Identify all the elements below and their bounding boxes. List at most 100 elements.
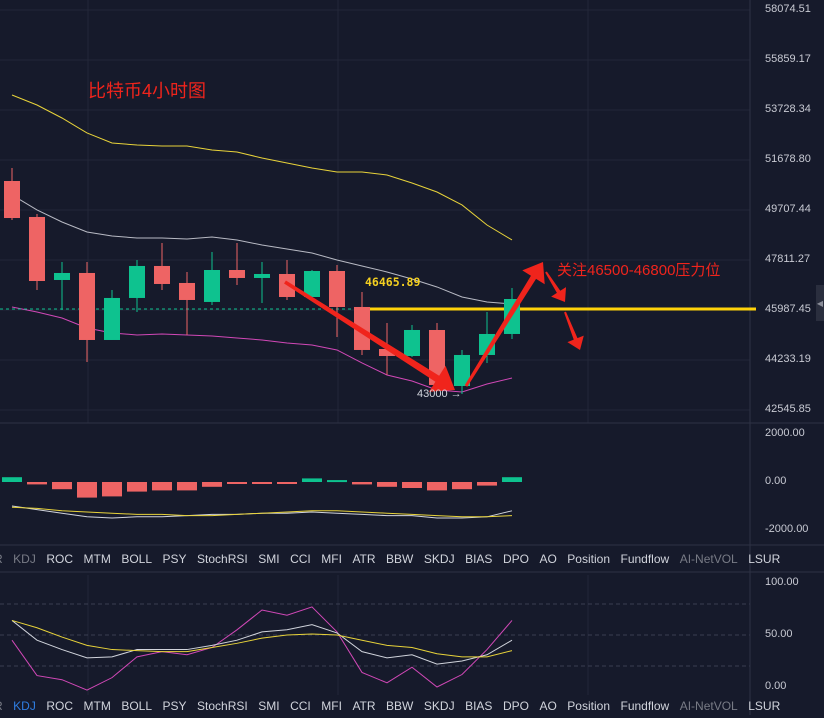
resistance-annotation: 关注46500-46800压力位 bbox=[557, 262, 721, 279]
candle-body bbox=[304, 271, 320, 297]
tab-kdj[interactable]: KDJ bbox=[13, 552, 36, 566]
tab-mfi[interactable]: MFI bbox=[321, 552, 342, 566]
tab-position[interactable]: Position bbox=[567, 552, 610, 566]
osc-histogram-bar bbox=[377, 482, 397, 487]
osc-axis-label: -2000.00 bbox=[765, 523, 809, 535]
boll-lower-line bbox=[11, 306, 513, 393]
tab-ao[interactable]: AO bbox=[539, 699, 557, 713]
tab-fundflow[interactable]: Fundflow bbox=[620, 552, 670, 566]
pullback-arrow bbox=[564, 311, 584, 350]
osc-histogram-bar bbox=[52, 482, 72, 490]
tab-psy[interactable]: PSY bbox=[162, 552, 187, 566]
tab-mtm[interactable]: MTM bbox=[83, 552, 111, 566]
tab-roc[interactable]: ROC bbox=[46, 699, 74, 713]
tab-skdj[interactable]: SKDJ bbox=[423, 699, 455, 713]
tab-atr[interactable]: ATR bbox=[352, 699, 376, 713]
candle-body bbox=[279, 273, 295, 297]
tab-r[interactable]: R bbox=[0, 552, 3, 566]
tab-dpo[interactable]: DPO bbox=[502, 552, 529, 566]
osc-histogram-bar bbox=[27, 482, 47, 485]
tab-ai-netvol[interactable]: AI-NetVOL bbox=[679, 699, 738, 713]
tab-bbw[interactable]: BBW bbox=[386, 552, 414, 566]
osc-histogram-bar bbox=[102, 482, 122, 497]
osc-axis-label: 2000.00 bbox=[765, 427, 805, 439]
tab-ao[interactable]: AO bbox=[539, 552, 557, 566]
tab-mfi[interactable]: MFI bbox=[321, 699, 342, 713]
osc-histogram-bar bbox=[502, 477, 522, 482]
resistance-price-label: 46465.89 bbox=[365, 275, 421, 289]
osc-histogram-bar bbox=[2, 477, 22, 482]
tab-lsur[interactable]: LSUR bbox=[748, 699, 781, 713]
price-axis-label: 49707.44 bbox=[765, 203, 811, 215]
candle-body bbox=[4, 181, 20, 219]
tab-roc[interactable]: ROC bbox=[46, 552, 74, 566]
down-trend-arrow bbox=[284, 280, 455, 392]
tab-bbw[interactable]: BBW bbox=[386, 699, 414, 713]
price-axis-label: 51678.80 bbox=[765, 153, 811, 165]
candle-body bbox=[79, 272, 95, 340]
osc-histogram-bar bbox=[152, 482, 172, 491]
tab-lsur[interactable]: LSUR bbox=[748, 552, 781, 566]
candle-body bbox=[229, 269, 245, 278]
price-axis-label: 55859.17 bbox=[765, 53, 811, 65]
tab-stochrsi[interactable]: StochRSI bbox=[197, 552, 248, 566]
price-axis-label: 53728.34 bbox=[765, 103, 811, 115]
tab-stochrsi[interactable]: StochRSI bbox=[197, 699, 248, 713]
osc-histogram-bar bbox=[452, 482, 472, 490]
osc-axis-label: 0.00 bbox=[765, 475, 787, 487]
tab-boll[interactable]: BOLL bbox=[121, 699, 153, 713]
kdj-axis-label: 100.00 bbox=[765, 576, 799, 588]
pullback-arrow bbox=[545, 271, 567, 302]
kdj-d-line bbox=[11, 619, 513, 658]
osc-histogram-bar bbox=[302, 478, 322, 482]
candle-body bbox=[254, 273, 270, 278]
tab-mtm[interactable]: MTM bbox=[83, 699, 111, 713]
candle-body bbox=[329, 271, 345, 307]
candle-body bbox=[379, 348, 395, 357]
candle-body bbox=[204, 269, 220, 302]
boll-mid-line bbox=[11, 194, 513, 305]
osc-histogram-bar bbox=[77, 482, 97, 498]
tab-boll[interactable]: BOLL bbox=[121, 552, 153, 566]
kdj-k-line bbox=[11, 620, 513, 665]
kdj-axis-label: 50.00 bbox=[765, 628, 793, 640]
tab-bias[interactable]: BIAS bbox=[465, 552, 493, 566]
candle-body bbox=[104, 297, 120, 340]
low-price-label: 43000 → bbox=[417, 388, 462, 400]
candle-body bbox=[404, 329, 420, 357]
candle-body bbox=[29, 216, 45, 281]
tab-fundflow[interactable]: Fundflow bbox=[620, 699, 670, 713]
candle-body bbox=[454, 354, 470, 386]
candle-body bbox=[179, 282, 195, 300]
tab-cci[interactable]: CCI bbox=[290, 699, 311, 713]
tab-cci[interactable]: CCI bbox=[290, 552, 311, 566]
tab-smi[interactable]: SMI bbox=[258, 699, 280, 713]
tab-ai-netvol[interactable]: AI-NetVOL bbox=[679, 552, 738, 566]
osc-histogram-bar bbox=[277, 482, 297, 484]
candle-body bbox=[54, 272, 70, 280]
osc-histogram-bar bbox=[127, 482, 147, 492]
up-move-arrow bbox=[464, 262, 545, 387]
tab-skdj[interactable]: SKDJ bbox=[423, 552, 455, 566]
indicator-tabs: R KDJ ROC MTM BOLL PSY StochRSI SMI CCI MFI ATR BBW… bbox=[0, 547, 780, 571]
tab-kdj[interactable]: KDJ bbox=[13, 699, 36, 713]
osc-histogram-bar bbox=[427, 482, 447, 491]
boll-upper-line bbox=[11, 94, 513, 241]
osc-histogram-bar bbox=[227, 482, 247, 484]
osc-histogram-bar bbox=[202, 482, 222, 487]
kdj-axis-label: 0.00 bbox=[765, 680, 787, 692]
candle-body bbox=[154, 265, 170, 284]
osc-histogram-bar bbox=[177, 482, 197, 491]
price-axis-label: 47811.27 bbox=[765, 253, 811, 265]
tab-position[interactable]: Position bbox=[567, 699, 610, 713]
tab-bias[interactable]: BIAS bbox=[465, 699, 493, 713]
tab-smi[interactable]: SMI bbox=[258, 552, 280, 566]
candle-body bbox=[479, 333, 495, 355]
tab-r[interactable]: R bbox=[0, 699, 3, 713]
tab-atr[interactable]: ATR bbox=[352, 552, 376, 566]
tab-psy[interactable]: PSY bbox=[162, 699, 187, 713]
tab-dpo[interactable]: DPO bbox=[502, 699, 529, 713]
price-axis-label: 42545.85 bbox=[765, 403, 811, 415]
side-panel-expand-icon[interactable]: ◀ bbox=[816, 285, 824, 321]
